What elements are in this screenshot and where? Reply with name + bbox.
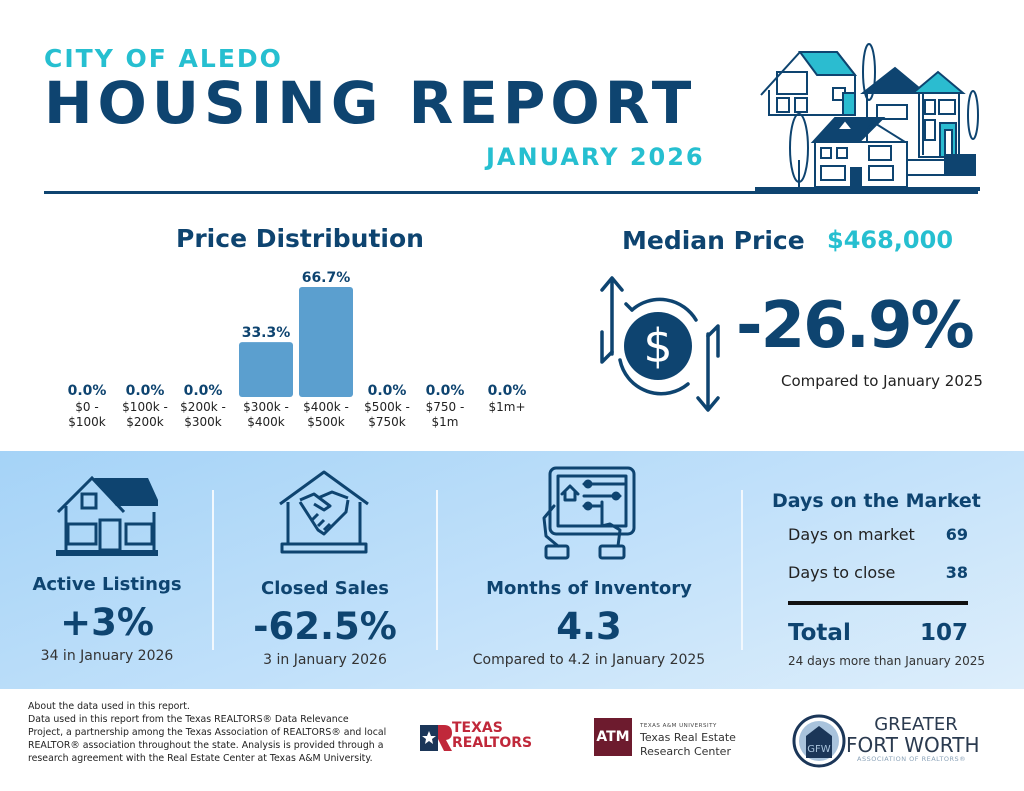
about-line: Data used in this report from the Texas … <box>28 714 349 725</box>
row-label: Days on market <box>788 525 915 544</box>
bar-value-label: 66.7% <box>302 270 351 286</box>
median-price-label: Median Price <box>622 226 805 255</box>
days-on-market-title: Days on the Market <box>772 490 981 512</box>
days-on-market-sub: 24 days more than January 2025 <box>788 654 986 668</box>
months-inventory-title: Months of Inventory <box>486 578 692 599</box>
category-label: $100k - <box>122 400 168 414</box>
about-line: research agreement with the Real Estate … <box>28 753 373 764</box>
bar-value-label: 33.3% <box>242 325 291 341</box>
bar-value-label: 0.0% <box>126 383 165 399</box>
active-listings-stat: Active Listings +3% 34 in January 2026 <box>22 574 192 664</box>
row-value: 69 <box>945 525 968 544</box>
tablet-touch-icon <box>542 466 636 560</box>
total-label: Total <box>788 620 851 646</box>
category-label: $100k <box>68 415 106 429</box>
svg-text:GFW: GFW <box>807 744 831 755</box>
texas-realtors-logo-text: TEXAS REALTORS <box>452 721 532 751</box>
bar-value-label: 0.0% <box>68 383 107 399</box>
category-label: $1m+ <box>488 400 525 414</box>
category-label: $1m <box>432 415 459 429</box>
bar-value-label: 0.0% <box>488 383 527 399</box>
active-listings-sub: 34 in January 2026 <box>40 648 174 664</box>
category-label: $500k - <box>364 400 410 414</box>
closed-sales-stat: Closed Sales -62.5% 3 in January 2026 <box>232 578 418 668</box>
category-label: $400k - <box>303 400 349 414</box>
svg-text:$: $ <box>643 319 672 373</box>
logo-line: REALTORS <box>452 735 533 751</box>
houses-illustration-icon <box>755 43 980 191</box>
stats-divider <box>212 490 214 650</box>
report-title: HOUSING REPORT <box>44 69 697 137</box>
dollar-exchange-icon: $ <box>600 276 720 412</box>
logo-line: TEXAS <box>452 720 503 736</box>
bar-4 <box>299 287 353 397</box>
gfw-line-3: ASSOCIATION OF REALTORS® <box>857 755 967 763</box>
category-label: $200k - <box>180 400 226 414</box>
row-label: Days to close <box>788 563 896 582</box>
closed-sales-value: -62.5% <box>253 605 397 648</box>
category-label: $400k <box>247 415 285 429</box>
report-month: JANUARY 2026 <box>486 143 705 171</box>
bar-value-label: 0.0% <box>426 383 465 399</box>
about-data-text: About the data used in this report. Data… <box>28 700 398 765</box>
category-label: $0 - <box>75 400 98 414</box>
total-divider <box>788 601 968 605</box>
median-price-value: $468,000 <box>827 226 954 254</box>
stats-divider <box>741 490 743 650</box>
tamu-center-name: Texas Real Estate Research Center <box>640 731 736 759</box>
row-value: 38 <box>945 563 968 582</box>
active-listings-value: +3% <box>60 601 154 644</box>
median-price-compare: Compared to January 2025 <box>781 372 983 390</box>
days-total-row: Total 107 <box>788 620 968 646</box>
days-on-market-row: Days on market 69 <box>788 525 968 544</box>
bar-value-label: 0.0% <box>368 383 407 399</box>
tamu-university-label: TEXAS A&M UNIVERSITY <box>640 723 717 729</box>
logo-line: Research Center <box>640 745 731 758</box>
closed-sales-title: Closed Sales <box>260 578 390 599</box>
texas-realtors-logo-icon <box>420 725 452 751</box>
median-price-change: -26.9% <box>736 289 975 363</box>
months-inventory-value: 4.3 <box>556 605 622 648</box>
category-label: $200k <box>126 415 164 429</box>
category-label: $500k <box>307 415 345 429</box>
months-inventory-sub: Compared to 4.2 in January 2025 <box>472 652 706 668</box>
gfw-line-2: FORT WORTH <box>846 733 980 757</box>
handshake-house-icon <box>279 470 369 554</box>
tamu-logo-icon: ATM <box>594 718 632 756</box>
gfw-logo-icon: GFW <box>792 714 846 768</box>
bar-3 <box>239 342 293 397</box>
category-label: $750 - <box>426 400 465 414</box>
category-label: $300k <box>184 415 222 429</box>
gfw-line-1: GREATER <box>874 714 958 735</box>
category-label: $750k <box>368 415 406 429</box>
about-line: Project, a partnership among the Texas A… <box>28 727 387 738</box>
header-divider <box>44 191 978 194</box>
city-name: CITY OF ALEDO <box>44 44 283 73</box>
stats-band <box>0 451 1024 689</box>
active-listings-title: Active Listings <box>32 574 182 595</box>
days-to-close-row: Days to close 38 <box>788 563 968 582</box>
total-value: 107 <box>919 620 968 646</box>
months-inventory-stat: Months of Inventory 4.3 Compared to 4.2 … <box>456 578 722 668</box>
category-label: $300k - <box>243 400 289 414</box>
price-distribution-title: Price Distribution <box>176 224 424 253</box>
logo-line: Texas Real Estate <box>640 731 736 744</box>
about-line: About the data used in this report. <box>28 701 190 712</box>
about-line: REALTOR® association throughout the stat… <box>28 740 384 751</box>
bar-value-label: 0.0% <box>184 383 223 399</box>
stats-divider <box>436 490 438 650</box>
closed-sales-sub: 3 in January 2026 <box>263 652 387 668</box>
house-icon <box>56 475 158 556</box>
